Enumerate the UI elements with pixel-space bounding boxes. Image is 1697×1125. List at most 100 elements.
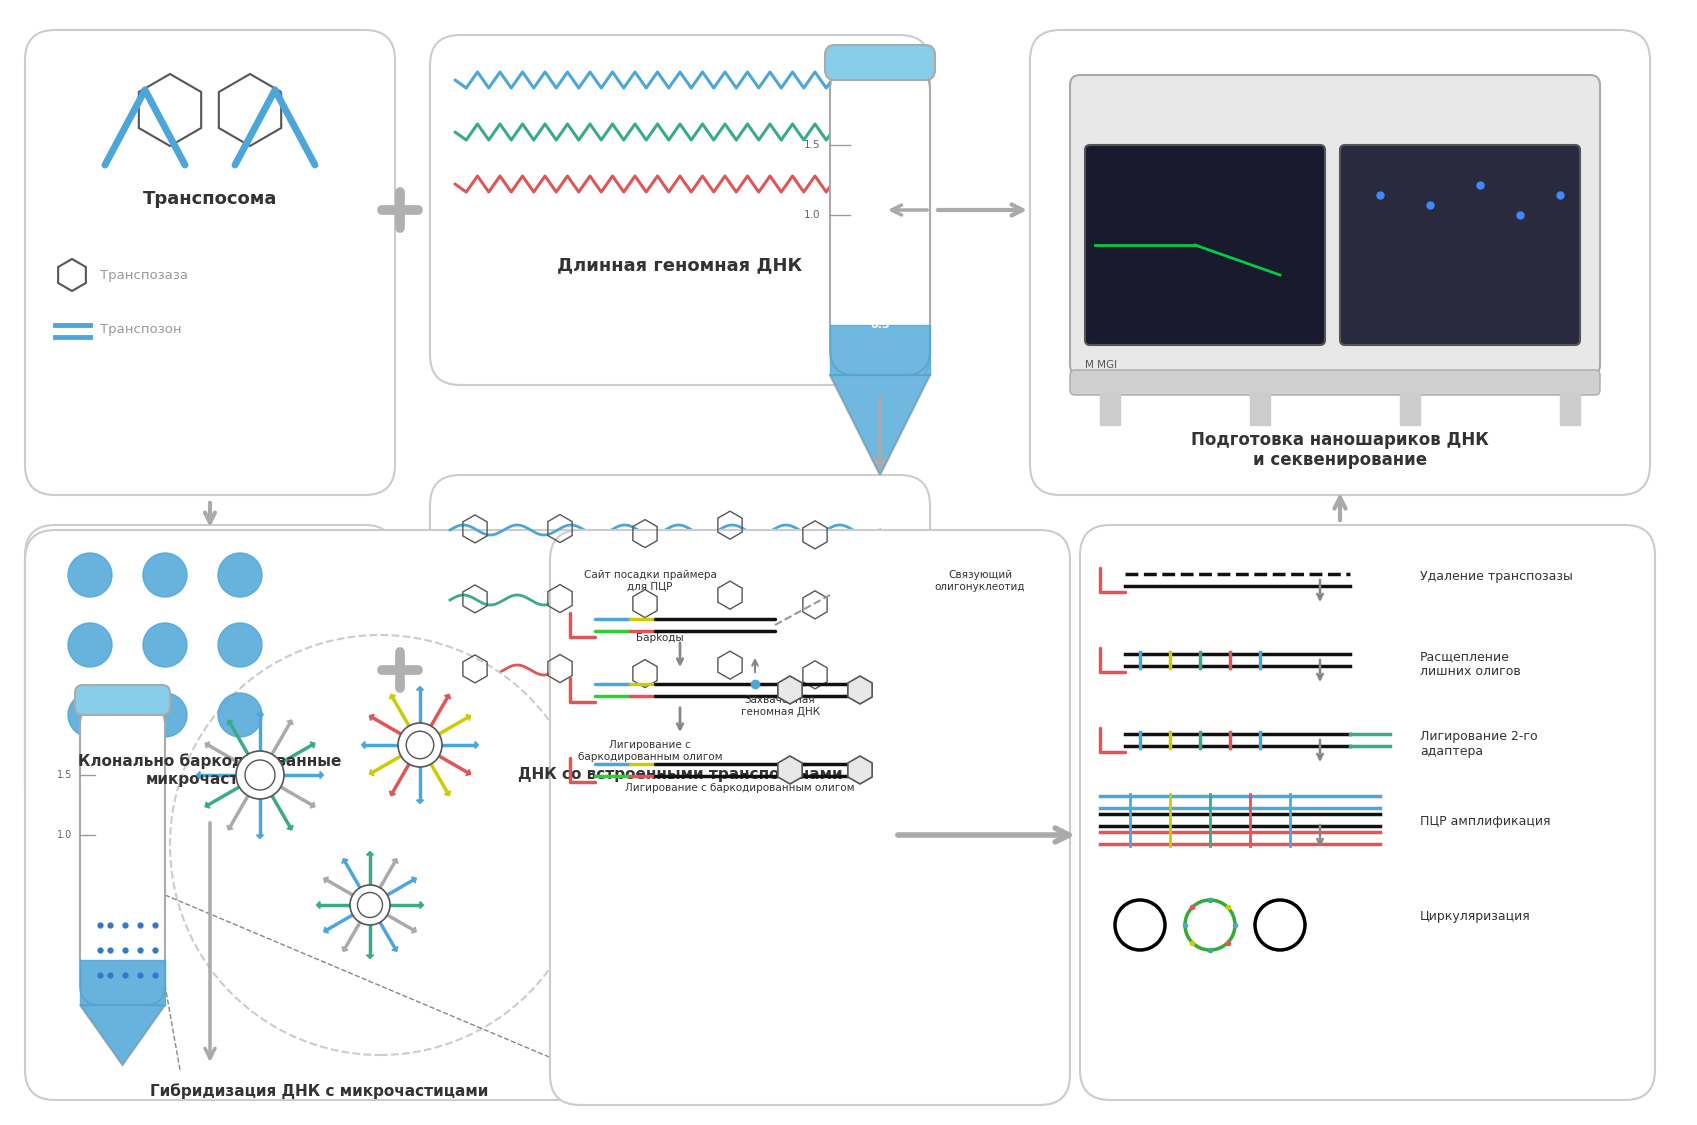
- Circle shape: [143, 623, 187, 667]
- Circle shape: [217, 554, 261, 597]
- FancyBboxPatch shape: [825, 45, 935, 80]
- Circle shape: [143, 554, 187, 597]
- Polygon shape: [361, 741, 365, 748]
- Text: Подготовка наношариков ДНК
и секвенирование: Подготовка наношариков ДНК и секвенирова…: [1191, 431, 1488, 469]
- Circle shape: [68, 623, 112, 667]
- Text: M MGI: M MGI: [1084, 360, 1117, 370]
- Polygon shape: [311, 742, 316, 748]
- Polygon shape: [287, 720, 294, 724]
- Text: Расщепление
лишних олигов: Расщепление лишних олигов: [1420, 650, 1521, 678]
- Circle shape: [68, 693, 112, 737]
- FancyBboxPatch shape: [80, 705, 165, 1005]
- Polygon shape: [370, 770, 373, 775]
- Polygon shape: [287, 826, 294, 830]
- FancyBboxPatch shape: [1079, 525, 1655, 1100]
- FancyBboxPatch shape: [75, 685, 170, 716]
- Bar: [1400, 393, 1420, 425]
- Text: Клонально баркодированные
микрочастицы: Клонально баркодированные микрочастицы: [78, 754, 341, 786]
- FancyBboxPatch shape: [830, 65, 930, 375]
- Circle shape: [143, 693, 187, 737]
- FancyBboxPatch shape: [25, 30, 395, 495]
- Circle shape: [217, 693, 261, 737]
- Polygon shape: [848, 676, 872, 704]
- Text: ПЦР амплификация: ПЦР амплификация: [1420, 814, 1551, 828]
- Text: Транспозаза: Транспозаза: [100, 269, 188, 281]
- Polygon shape: [321, 772, 324, 778]
- Circle shape: [170, 634, 591, 1055]
- Polygon shape: [370, 714, 373, 720]
- Polygon shape: [392, 858, 399, 864]
- Polygon shape: [412, 927, 416, 933]
- Polygon shape: [475, 741, 479, 748]
- FancyBboxPatch shape: [1341, 145, 1580, 345]
- Polygon shape: [227, 720, 232, 724]
- Text: 1.0: 1.0: [803, 210, 820, 220]
- Text: Циркуляризация: Циркуляризация: [1420, 910, 1531, 922]
- Polygon shape: [317, 901, 321, 909]
- Polygon shape: [390, 694, 395, 699]
- Bar: [1100, 393, 1120, 425]
- Polygon shape: [367, 852, 373, 855]
- Text: 1.5: 1.5: [56, 770, 71, 780]
- Polygon shape: [367, 955, 373, 958]
- Polygon shape: [343, 858, 348, 864]
- Polygon shape: [416, 686, 424, 690]
- Bar: [830, 325, 930, 375]
- Polygon shape: [256, 835, 263, 838]
- Polygon shape: [848, 756, 872, 784]
- Text: Лигирование 2-го
адаптера: Лигирование 2-го адаптера: [1420, 730, 1537, 758]
- Circle shape: [236, 752, 283, 799]
- Bar: [80, 960, 165, 1005]
- Circle shape: [68, 554, 112, 597]
- Polygon shape: [311, 802, 316, 808]
- Text: ДНК со встроенными транспозонами: ДНК со встроенными транспозонами: [518, 767, 842, 783]
- Polygon shape: [830, 375, 930, 475]
- Polygon shape: [412, 878, 416, 883]
- FancyBboxPatch shape: [1084, 145, 1325, 345]
- FancyBboxPatch shape: [429, 475, 930, 814]
- Bar: [1560, 393, 1580, 425]
- FancyBboxPatch shape: [429, 35, 930, 385]
- Polygon shape: [445, 694, 450, 699]
- Text: Сайт посадки праймера
для ПЦР: Сайт посадки праймера для ПЦР: [584, 570, 716, 592]
- Text: Транспосома: Транспосома: [143, 190, 277, 208]
- Text: Связующий
олигонуклеотид: Связующий олигонуклеотид: [935, 570, 1025, 592]
- Polygon shape: [419, 901, 424, 909]
- Polygon shape: [777, 676, 803, 704]
- Polygon shape: [777, 756, 803, 784]
- Text: Гибридизация ДНК с микрочастицами: Гибридизация ДНК с микрочастицами: [149, 1083, 489, 1099]
- Polygon shape: [324, 878, 329, 883]
- Text: Удаление транспозазы: Удаление транспозазы: [1420, 570, 1573, 583]
- Text: 1.0: 1.0: [56, 830, 71, 840]
- Polygon shape: [416, 800, 424, 803]
- Polygon shape: [390, 791, 395, 795]
- Polygon shape: [467, 770, 470, 775]
- Polygon shape: [256, 711, 263, 716]
- Bar: [1251, 393, 1269, 425]
- Polygon shape: [324, 927, 329, 933]
- FancyBboxPatch shape: [1071, 75, 1600, 375]
- Text: Лигирование с баркодированным олигом: Лигирование с баркодированным олигом: [624, 783, 855, 793]
- Polygon shape: [467, 714, 470, 720]
- Polygon shape: [830, 375, 930, 475]
- FancyBboxPatch shape: [1030, 30, 1649, 495]
- Polygon shape: [445, 791, 450, 795]
- Polygon shape: [227, 826, 232, 830]
- Text: Длинная геномная ДНК: Длинная геномная ДНК: [557, 256, 803, 274]
- Text: Захваченная
геномная ДНК: Захваченная геномная ДНК: [740, 695, 820, 717]
- FancyBboxPatch shape: [25, 530, 776, 1100]
- Polygon shape: [205, 742, 210, 748]
- FancyBboxPatch shape: [550, 530, 1071, 1105]
- Circle shape: [217, 623, 261, 667]
- Polygon shape: [343, 946, 348, 952]
- Text: Барkoды: Барkoды: [636, 633, 684, 643]
- Polygon shape: [205, 802, 210, 808]
- Circle shape: [350, 885, 390, 925]
- Polygon shape: [197, 772, 200, 778]
- Text: Лигирование с
баркодированным олигом: Лигирование с баркодированным олигом: [577, 740, 723, 762]
- Circle shape: [399, 723, 441, 767]
- Polygon shape: [80, 1005, 165, 1065]
- Text: 1.5: 1.5: [803, 140, 820, 150]
- Text: Транспозон: Транспозон: [100, 324, 182, 336]
- Text: 0.5: 0.5: [871, 319, 889, 330]
